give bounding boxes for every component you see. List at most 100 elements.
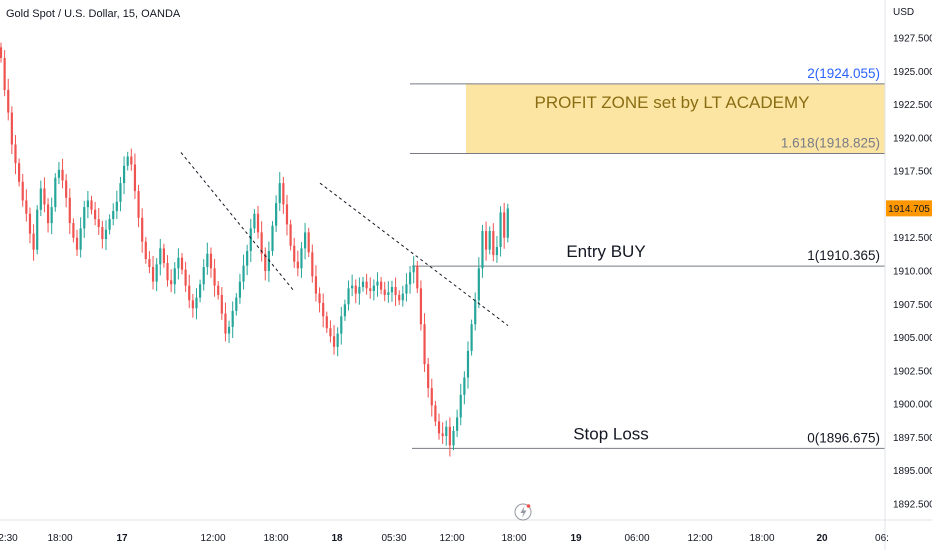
candle-body	[72, 223, 75, 238]
candle-body	[456, 417, 459, 431]
fib-level-label: 1.618(1918.825)	[781, 136, 880, 151]
candle-body	[466, 350, 470, 378]
current-price-label: 1914.705	[888, 204, 930, 215]
candle-body	[293, 245, 296, 262]
candle-body	[238, 281, 242, 298]
candle-body	[343, 304, 346, 317]
candle-body	[126, 156, 129, 166]
price-tick-label: 1910.000	[893, 267, 932, 278]
price-axis-unit: USD	[893, 7, 914, 18]
candle-body	[21, 181, 24, 201]
candle-body	[412, 265, 415, 273]
candle-body	[329, 328, 332, 337]
candle-body	[119, 183, 122, 202]
candle-body	[351, 285, 354, 289]
price-tick-label: 1912.500	[893, 233, 932, 244]
candle-body	[79, 228, 82, 250]
candle-body	[437, 421, 441, 434]
candle-body	[416, 265, 419, 289]
fib-levels-layer	[410, 83, 885, 449]
stop-loss-label: Stop Loss	[573, 424, 649, 443]
candle-body	[358, 286, 361, 294]
candle-body	[452, 430, 455, 446]
candle-body	[477, 268, 480, 301]
candle-body	[213, 268, 216, 286]
time-tick-label: 05:30	[381, 533, 406, 544]
price-axis: USD 1927.500 1925.000 1922.500 1920.000 1917.…	[884, 0, 932, 550]
candle-body	[155, 264, 158, 282]
time-tick-label: 2:30	[0, 533, 18, 544]
candle-body	[151, 267, 155, 282]
candle-body	[380, 281, 383, 290]
price-tick-label: 1922.500	[893, 100, 932, 111]
candle-body	[180, 257, 184, 270]
candle-body	[28, 213, 32, 234]
candle-body	[191, 300, 194, 309]
candle-body	[419, 288, 423, 325]
fib-level-label: 1(1910.365)	[807, 248, 880, 263]
candle-body	[86, 200, 89, 208]
candle-body	[470, 324, 473, 351]
candle-body	[227, 326, 231, 334]
candle-body	[347, 288, 350, 305]
candle-body	[242, 265, 245, 282]
entry-buy-label: Entry BUY	[566, 242, 645, 261]
candle-body	[25, 200, 28, 214]
candle-body	[307, 232, 310, 253]
time-tick-label: 18:00	[47, 533, 72, 544]
candle-body	[340, 316, 343, 334]
candle-body	[401, 293, 404, 301]
candle-body	[231, 310, 234, 327]
candle-body	[445, 426, 448, 437]
candle-body	[173, 268, 176, 285]
candle-body	[0, 47, 3, 58]
candle-body	[75, 237, 79, 250]
profit-zone	[466, 83, 885, 154]
candle-body	[390, 286, 394, 293]
candle-body	[256, 213, 260, 233]
candle-body	[275, 203, 278, 226]
candle-body	[7, 89, 10, 113]
candle-body	[50, 207, 53, 224]
candle-body	[97, 219, 100, 228]
candle-body	[130, 156, 133, 165]
candle-body	[54, 177, 57, 208]
time-tick-label: 18	[331, 533, 343, 544]
candle-body	[3, 57, 6, 90]
candle-body	[387, 292, 390, 295]
candle-body	[137, 191, 140, 218]
candle-body	[423, 324, 426, 365]
candle-body	[278, 183, 281, 204]
candle-body	[39, 188, 42, 210]
lightning-icon[interactable]	[514, 503, 532, 521]
time-tick-label: 19	[570, 533, 582, 544]
candle-body	[235, 297, 238, 311]
lightning-icon-bolt	[520, 506, 527, 518]
candle-body	[133, 164, 137, 192]
candle-body	[311, 252, 314, 277]
candle-body	[372, 285, 375, 291]
candle-body	[361, 281, 365, 287]
notification-dot	[526, 504, 531, 508]
candle-body	[43, 188, 46, 205]
candle-body	[325, 316, 328, 329]
time-tick-label: 06:00	[624, 533, 649, 544]
candle-body	[394, 286, 397, 295]
candle-body	[199, 284, 202, 298]
candle-body	[300, 248, 303, 269]
candle-body	[144, 241, 147, 260]
candle-body	[94, 209, 97, 220]
candle-body	[108, 219, 111, 230]
fib-level-label: 2(1924.055)	[807, 66, 880, 81]
candle-body	[68, 197, 71, 224]
candle-body	[249, 228, 252, 252]
candle-body	[427, 364, 430, 389]
candle-body	[383, 289, 386, 295]
candle-body	[65, 180, 68, 198]
candle-body	[115, 201, 118, 212]
candle-body	[112, 211, 115, 220]
candle-body	[101, 227, 104, 240]
candle-body	[314, 276, 318, 294]
candle-body	[10, 112, 13, 145]
